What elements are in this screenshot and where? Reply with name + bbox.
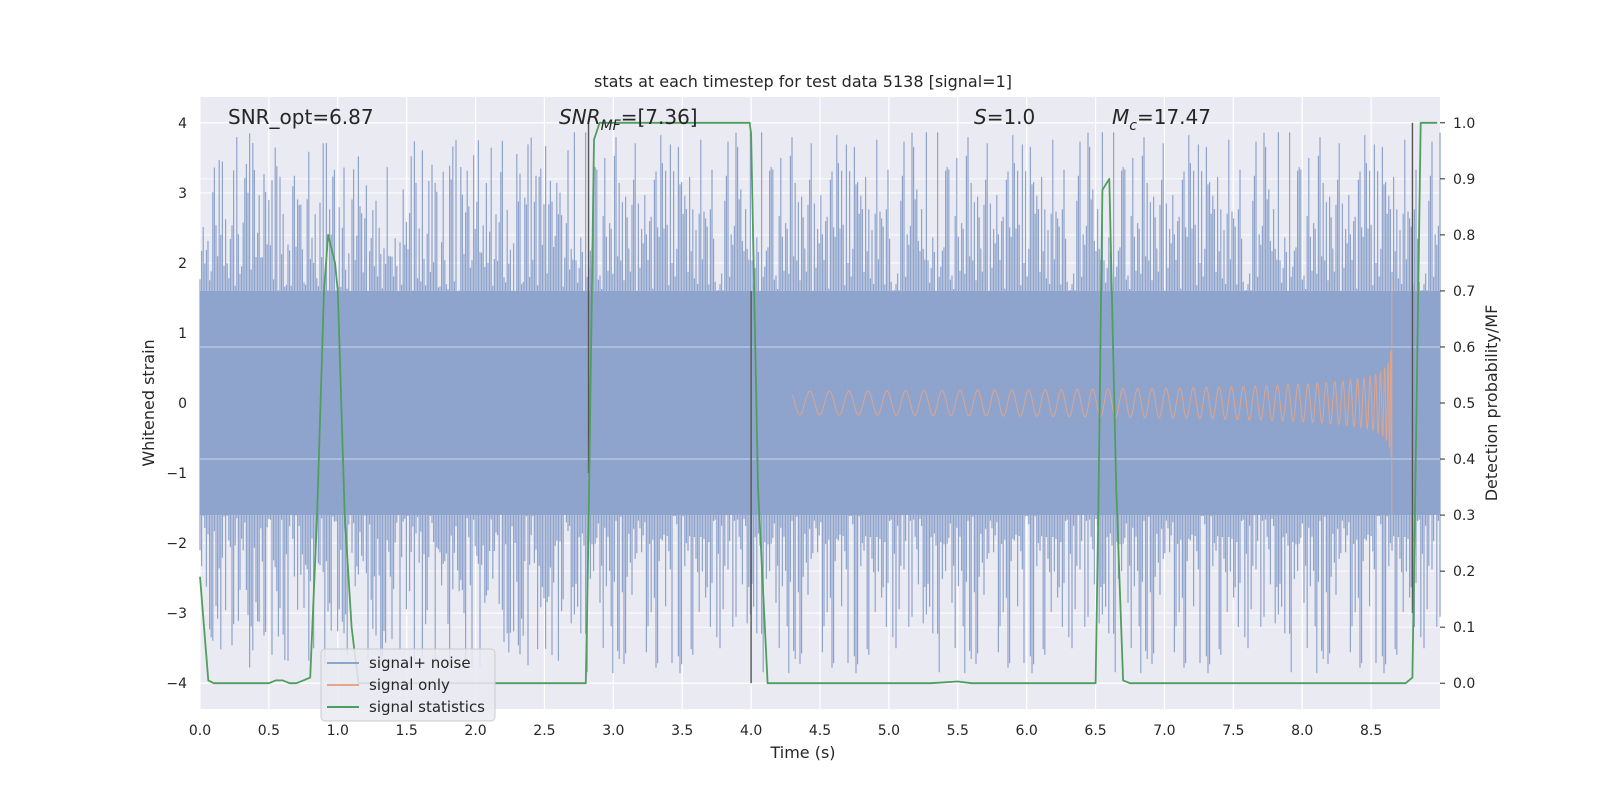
y-left-axis-ticks: 4 3 2 1 0 −1 −2 −3 −4 [166,116,187,692]
y-left-tick-label: 3 [178,186,187,202]
signal-statistics-line [199,121,1438,685]
legend-label-signal-noise: signal+ noise [369,654,471,672]
x-tick-label: 0.0 [189,723,211,739]
y-right-axis-label: Detection probability/MF [1482,305,1501,502]
x-tick-label: 8.0 [1291,723,1313,739]
vertical-markers [587,122,1414,684]
y-right-tick-label: 0.6 [1453,340,1475,356]
signal-statistics-series [199,121,1438,685]
signal-only-chirp [791,280,1393,515]
y-right-tick-label: 1.0 [1453,116,1475,132]
x-tick-label: 8.5 [1360,723,1382,739]
snr-mf-sub: MF [601,118,622,134]
y-left-tick-label: 4 [178,116,187,132]
snr-mf-annotation: SNRMF=[7.36] [559,105,698,134]
snr-mf-value: =[7.36] [621,105,698,129]
s-var: S [974,105,987,129]
y-left-tick-label: −2 [166,536,187,552]
x-tick-label: 2.5 [533,723,555,739]
y-right-tick-label: 0.3 [1453,508,1475,524]
mc-value: =17.47 [1137,105,1211,129]
mc-annotation: Mc=17.47 [1112,105,1211,134]
x-tick-label: 5.0 [878,723,900,739]
y-left-axis-label: Whitened strain [139,339,158,466]
y-left-tick-label: −4 [166,676,187,692]
x-tick-label: 1.5 [396,723,418,739]
legend-label-signal-only: signal only [369,676,450,694]
x-tick-label: 0.5 [258,723,280,739]
x-tick-label: 6.0 [1016,723,1038,739]
signal-only-series [791,280,1393,515]
legend-box [320,648,496,722]
x-tick-label: 7.0 [1153,723,1175,739]
legend: signal+ noise signal only signal statist… [320,648,496,722]
x-tick-label: 1.0 [327,723,349,739]
snr-mf-base: SNR [559,105,601,129]
y-right-tick-label: 0.8 [1453,228,1475,244]
x-tick-label: 7.5 [1222,723,1244,739]
x-tick-label: 4.0 [740,723,762,739]
y-left-tick-label: 1 [178,326,187,342]
x-axis-ticks: 0.0 0.5 1.0 1.5 2.0 2.5 3.0 3.5 4.0 4.5 5.0 5.5 6.0 6… [189,723,1382,739]
y-right-tick-label: 0.0 [1453,676,1475,692]
snr-opt-annotation: SNR_opt=6.87 [228,105,374,129]
y-left-tick-label: −3 [166,606,187,622]
x-tick-label: 3.0 [602,723,624,739]
mc-sub: c [1129,118,1137,134]
y-left-tick-label: 2 [178,256,187,272]
y-right-tick-label: 0.7 [1453,284,1475,300]
x-axis-label: Time (s) [769,743,835,762]
mc-var: M [1112,105,1129,129]
y-right-tick-label: 0.2 [1453,564,1475,580]
y-right-tick-label: 0.1 [1453,620,1475,636]
y-right-tick-label: 0.9 [1453,172,1475,188]
x-tick-label: 6.5 [1084,723,1106,739]
signal-noise-series [199,132,1441,674]
x-tick-label: 5.5 [947,723,969,739]
chart-title: stats at each timestep for test data 513… [594,72,1012,91]
y-right-axis-ticks: 1.0 0.9 0.8 0.7 0.6 0.5 0.4 0.3 0.2 0.1 0.0 [1440,116,1475,692]
x-tick-label: 2.0 [464,723,486,739]
y-left-tick-label: 0 [178,396,187,412]
x-tick-label: 4.5 [809,723,831,739]
s-value: =1.0 [987,105,1036,129]
x-tick-label: 3.5 [671,723,693,739]
y-left-tick-label: −1 [166,466,187,482]
legend-label-signal-statistics: signal statistics [369,698,485,716]
y-right-tick-label: 0.5 [1453,396,1475,412]
y-right-tick-label: 0.4 [1453,452,1475,468]
s-annotation: S=1.0 [974,105,1035,129]
